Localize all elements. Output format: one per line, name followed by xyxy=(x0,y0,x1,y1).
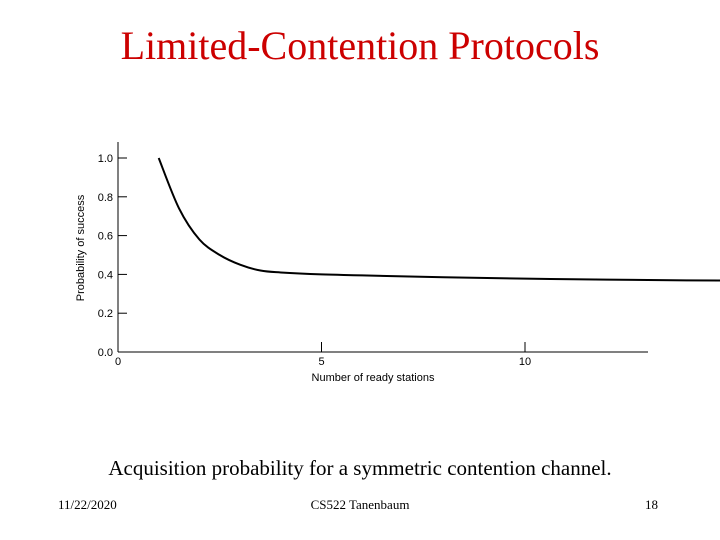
y-axis-label: Probability of success xyxy=(75,194,87,301)
footer-page-number: 18 xyxy=(645,497,658,512)
x-tick-label: 10 xyxy=(519,356,531,368)
chart-axes xyxy=(117,142,648,353)
figure-caption: Acquisition probability for a symmetric … xyxy=(108,456,612,480)
y-tick-label: 1.0 xyxy=(98,153,113,165)
y-tick-label: 0.8 xyxy=(98,192,113,204)
y-tick-label: 0.2 xyxy=(98,308,113,320)
x-ticks: 0510152025 xyxy=(115,342,531,368)
x-tick-label: 5 xyxy=(318,356,324,368)
x-axis-label: Number of ready stations xyxy=(312,372,435,384)
series-line xyxy=(157,157,720,282)
slide-title: Limited-Contention Protocols xyxy=(120,23,600,68)
y-tick-label: 0.6 xyxy=(98,231,113,243)
x-tick-label: 0 xyxy=(115,356,121,368)
y-ticks: 0.0 0.2 0.4 0.6 0.8 1.0 xyxy=(98,153,127,359)
footer-course: CS522 Tanenbaum xyxy=(310,497,410,512)
y-tick-label: 0.4 xyxy=(98,269,113,281)
y-tick-label: 0.0 xyxy=(98,347,113,359)
footer-date: 11/22/2020 xyxy=(58,497,117,512)
